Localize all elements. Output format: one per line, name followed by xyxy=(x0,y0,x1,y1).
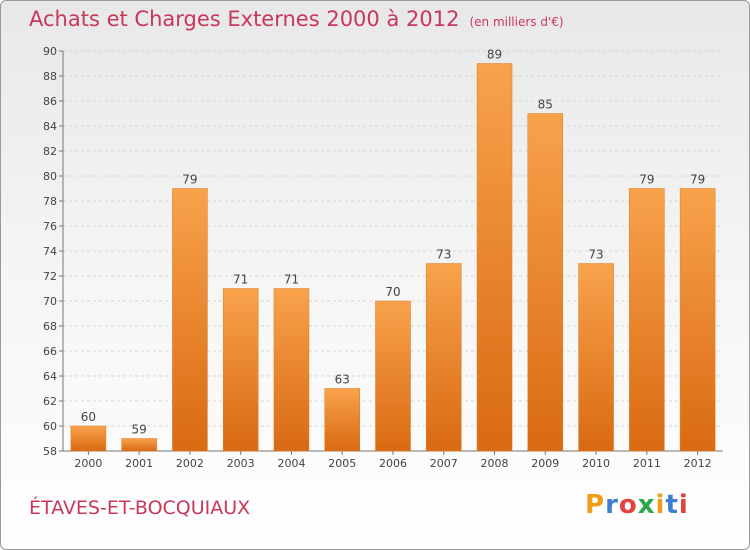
logo-letter: o xyxy=(618,490,638,520)
bar-2008 xyxy=(476,63,513,452)
bar-2002 xyxy=(172,188,208,452)
proxiti-logo: Proxiti xyxy=(585,490,689,520)
bar-2009 xyxy=(527,113,564,452)
bar-value-label: 85 xyxy=(538,98,553,112)
y-tick-label: 74 xyxy=(43,245,57,258)
bar-2003 xyxy=(222,288,259,452)
y-tick-label: 78 xyxy=(43,195,57,208)
logo-letter: x xyxy=(637,490,656,520)
x-tick-label: 2003 xyxy=(227,457,255,470)
x-tick-label: 2005 xyxy=(328,457,356,470)
x-tick-label: 2007 xyxy=(430,457,458,470)
bar-2011 xyxy=(629,188,665,452)
bar-2001 xyxy=(121,438,157,452)
bar-value-label: 71 xyxy=(233,273,248,287)
bar-value-label: 79 xyxy=(182,173,197,187)
place-name: ÉTAVES-ET-BOCQUIAUX xyxy=(29,497,251,519)
y-tick-label: 58 xyxy=(43,445,57,458)
bar-value-label: 71 xyxy=(284,273,299,287)
bar-value-label: 63 xyxy=(335,373,350,387)
bar-2007 xyxy=(426,263,462,452)
chart-title-text: Achats et Charges Externes 2000 à 2012 xyxy=(29,7,460,31)
logo-letter: P xyxy=(585,490,606,520)
bar-value-label: 60 xyxy=(81,410,96,424)
labels: 58 60 62 64 66 68 70 72 74 76 78 80 82 84 86 88 90 60 2000… xyxy=(43,45,712,470)
bars xyxy=(70,63,716,452)
bar-2006 xyxy=(375,300,411,452)
y-tick-label: 62 xyxy=(43,395,57,408)
bar-value-label: 79 xyxy=(690,173,705,187)
y-tick-label: 80 xyxy=(43,170,57,183)
y-tick-label: 84 xyxy=(43,120,57,133)
y-tick-label: 86 xyxy=(43,95,57,108)
x-tick-label: 2010 xyxy=(582,457,610,470)
x-tick-label: 2011 xyxy=(633,457,661,470)
bar-value-label: 79 xyxy=(639,173,654,187)
x-tick-label: 2012 xyxy=(684,457,712,470)
logo-letter: r xyxy=(605,490,619,520)
bar-value-label: 73 xyxy=(588,248,603,262)
y-tick-label: 70 xyxy=(43,295,57,308)
bar-2005 xyxy=(324,388,360,452)
bar-value-label: 73 xyxy=(436,248,451,262)
x-tick-label: 2000 xyxy=(74,457,102,470)
chart-subtitle: (en milliers d'€) xyxy=(469,15,564,29)
bar-value-label: 89 xyxy=(487,48,502,62)
logo-letter: i xyxy=(678,490,689,520)
bar-value-label: 59 xyxy=(132,423,147,437)
y-tick-label: 82 xyxy=(43,145,57,158)
y-tick-label: 72 xyxy=(43,270,57,283)
y-tick-label: 60 xyxy=(43,420,57,433)
y-tick-label: 68 xyxy=(43,320,57,333)
y-tick-label: 90 xyxy=(43,45,57,58)
bar-value-label: 70 xyxy=(385,285,400,299)
chart-title: Achats et Charges Externes 2000 à 2012 (e… xyxy=(29,7,564,31)
bar-2004 xyxy=(273,288,310,452)
y-tick-label: 64 xyxy=(43,370,57,383)
x-tick-label: 2008 xyxy=(481,457,509,470)
logo-letter: i xyxy=(655,490,666,520)
x-tick-label: 2001 xyxy=(125,457,153,470)
bar-2010 xyxy=(578,263,614,452)
y-tick-label: 76 xyxy=(43,220,57,233)
y-tick-label: 66 xyxy=(43,345,57,358)
x-tick-label: 2002 xyxy=(176,457,204,470)
x-tick-label: 2006 xyxy=(379,457,407,470)
x-tick-label: 2004 xyxy=(277,457,305,470)
logo-letter: t xyxy=(665,490,679,520)
x-tick-label: 2009 xyxy=(531,457,559,470)
bar-2000 xyxy=(70,425,107,452)
y-tick-label: 88 xyxy=(43,70,57,83)
bar-2012 xyxy=(679,188,716,452)
